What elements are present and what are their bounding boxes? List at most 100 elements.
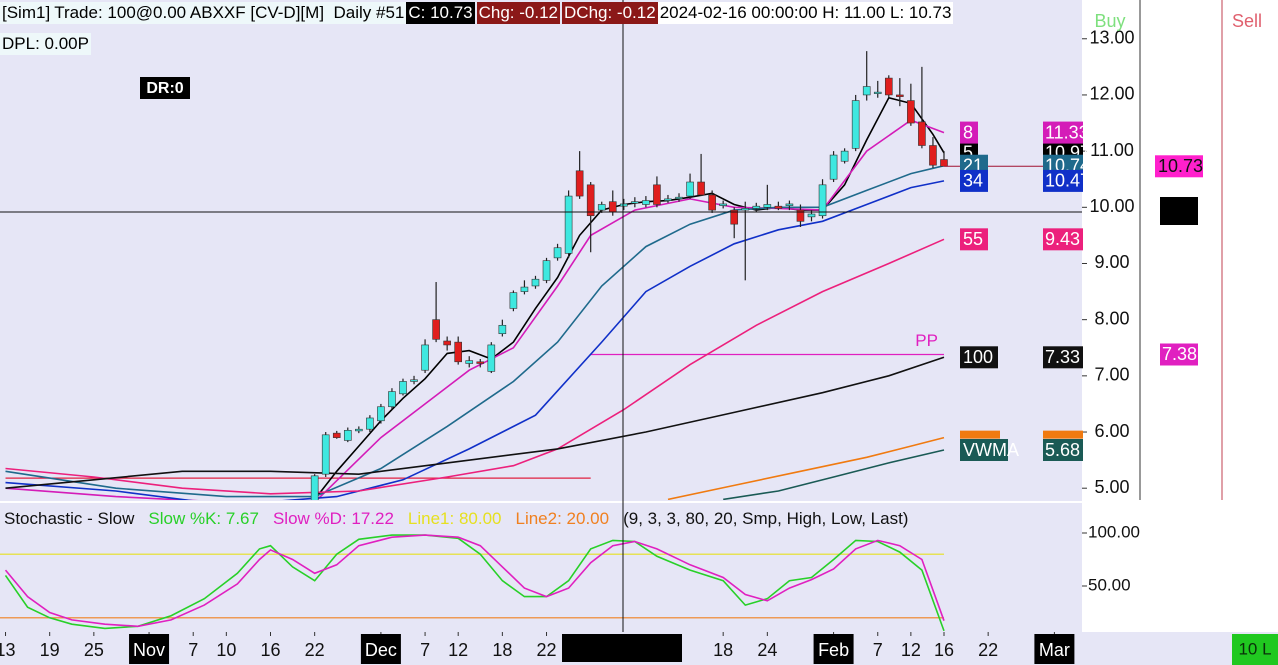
- candle-body: [884, 77, 893, 96]
- series-value: 11.33: [1045, 122, 1089, 142]
- indicator-line: [5, 238, 945, 495]
- candle-body: [454, 341, 462, 363]
- candle-body: [907, 100, 915, 124]
- y-tick-label: 13.00: [1089, 28, 1134, 48]
- x-tick-label: Feb: [818, 640, 849, 660]
- x-tick-label: 22: [978, 640, 998, 660]
- value-box: [1043, 439, 1083, 461]
- candle-body: [851, 100, 860, 149]
- candle-body: [465, 360, 474, 364]
- price-plot: [5, 51, 1082, 500]
- crosshair-date-box: [562, 634, 682, 662]
- stoch-plot: [0, 534, 945, 632]
- x-tick-label: Dec: [365, 640, 397, 660]
- series-value: 9.43: [1045, 229, 1080, 249]
- indicator-line: [5, 164, 945, 498]
- name-box: [960, 439, 1008, 461]
- candle-body: [796, 209, 805, 222]
- candle-body: [531, 278, 540, 287]
- last-price-box: [1155, 155, 1203, 178]
- indicator-line: [4, 534, 945, 632]
- series-name: 100: [963, 347, 993, 367]
- month-box: [360, 634, 401, 664]
- candle-body: [476, 361, 485, 364]
- candle-body: [388, 391, 396, 408]
- series-value: 5.68: [1045, 440, 1080, 460]
- name-box: [960, 121, 978, 144]
- candle-body: [840, 150, 849, 162]
- x-tick-label: 24: [757, 640, 777, 660]
- candle-body: [697, 181, 705, 196]
- value-box: [1043, 121, 1083, 144]
- name-box: [960, 169, 988, 192]
- indicator-line: [723, 449, 945, 500]
- candle-body: [862, 86, 871, 96]
- candle-body: [763, 204, 772, 208]
- candle-body: [653, 184, 661, 205]
- y-tick-label: 9.00: [1094, 252, 1129, 272]
- x-tick-label: 16: [260, 640, 280, 660]
- candle-body: [564, 195, 573, 254]
- candle-body: [807, 213, 816, 218]
- x-tick-label: 22: [537, 640, 557, 660]
- indicator-line: [667, 436, 945, 500]
- candle-body: [719, 203, 727, 206]
- month-box: [1034, 634, 1075, 664]
- candle-body: [399, 381, 407, 395]
- dr-label: DR:0: [146, 80, 183, 97]
- stoch-legend: Stochastic - Slow Slow %K: 7.67 Slow %D: 1…: [4, 509, 908, 529]
- legend-entry: Slow %D: 17.22: [272, 509, 394, 528]
- dchg-box: DChg: -0.12: [562, 2, 658, 24]
- candle-body: [310, 475, 319, 500]
- candle-body: [542, 260, 551, 281]
- candle-body: [487, 344, 496, 372]
- candle-body: [343, 430, 352, 441]
- series-name: 8: [963, 122, 973, 142]
- candle-body: [675, 196, 683, 199]
- candle-body: [410, 379, 418, 382]
- candle-body: [620, 203, 628, 207]
- legend-entry: Slow %K: 7.67: [148, 509, 259, 528]
- price-axis: [1082, 0, 1140, 632]
- y-tick-label: 6.00: [1094, 421, 1129, 441]
- pp-box: [1160, 343, 1198, 366]
- chg-box: Chg: -0.12: [476, 2, 561, 24]
- account: [Sim1]: [0, 2, 53, 24]
- y-tick-label: 100.00: [1088, 522, 1140, 541]
- qty-label[interactable]: 10 L: [1238, 639, 1271, 658]
- series-name: VWMA: [963, 440, 1019, 460]
- indicator-line: [4, 534, 945, 628]
- legend-entry: Line2: 20.00: [515, 509, 610, 528]
- series-name: 5: [963, 143, 973, 163]
- candle-body: [498, 324, 507, 335]
- candle-body: [785, 203, 794, 206]
- candle-body: [332, 432, 341, 438]
- series-name: 55: [963, 229, 983, 249]
- trade-info: Trade: 100@0.00 ABXXF [CV-D][M] Daily #5…: [52, 2, 407, 24]
- candle-body: [553, 247, 562, 259]
- buy-button[interactable]: Buy: [1094, 11, 1125, 31]
- candle-body: [321, 434, 330, 475]
- series-name: 34: [963, 171, 983, 191]
- x-tick-label: 7: [188, 640, 198, 660]
- order-columns: [1140, 0, 1278, 632]
- series-value: 10.47: [1045, 171, 1090, 191]
- candle-body: [520, 286, 529, 292]
- candle-body: [686, 181, 694, 197]
- candle-body: [377, 406, 385, 422]
- candle-body: [509, 292, 518, 309]
- crosshair-price-box: [1160, 197, 1198, 225]
- candle-body: [597, 204, 606, 211]
- last-price: 10.73: [1158, 156, 1203, 176]
- x-tick-label: 12: [448, 640, 468, 660]
- close-box: C: 10.73: [406, 2, 475, 24]
- legend-entry: (9, 3, 3, 80, 20, Smp, High, Low, Last): [623, 509, 909, 528]
- x-tick-label: 10: [216, 640, 236, 660]
- sell-button[interactable]: Sell: [1232, 11, 1262, 31]
- x-tick-label: 13: [0, 640, 16, 660]
- value-box: [1043, 430, 1083, 439]
- x-tick-label: 12: [901, 640, 921, 660]
- month-box: [813, 634, 854, 664]
- candle-body: [608, 201, 617, 213]
- bar-time: 2024-02-16 00:00:00 H: 11.00 L: 10.73: [657, 2, 954, 24]
